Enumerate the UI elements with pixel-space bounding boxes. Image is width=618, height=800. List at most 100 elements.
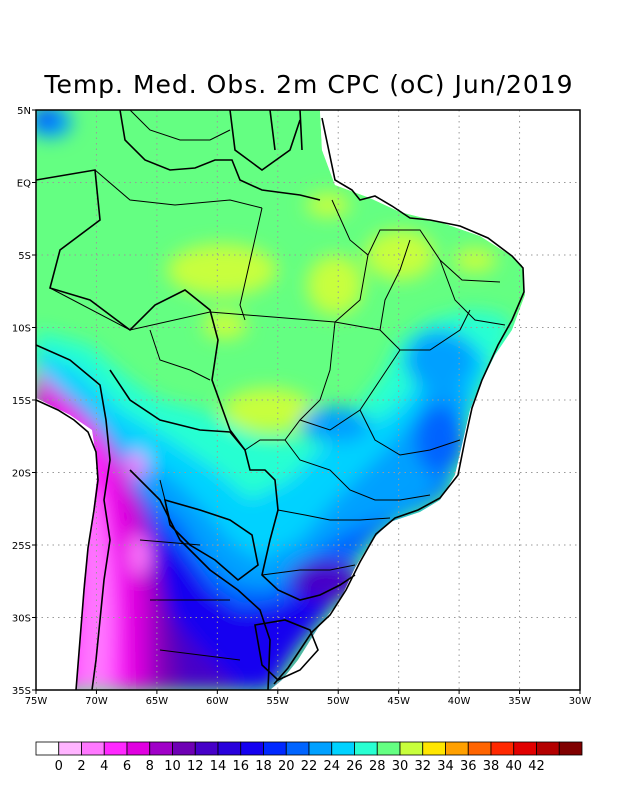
colorbar-swatch bbox=[422, 741, 446, 756]
colorbar-swatch bbox=[217, 741, 242, 756]
colorbar-label: 2 bbox=[77, 759, 85, 774]
colorbar-label: 0 bbox=[55, 759, 63, 774]
colorbar-label: 10 bbox=[164, 759, 181, 774]
colorbar-label: 32 bbox=[414, 759, 431, 774]
colorbar-label: 22 bbox=[301, 759, 318, 774]
colorbar-swatch bbox=[35, 741, 60, 756]
colorbar-swatch bbox=[467, 741, 492, 756]
colorbar-swatch bbox=[490, 741, 515, 756]
colorbar-swatch bbox=[308, 741, 333, 756]
colorbar-swatch bbox=[558, 741, 583, 756]
tick-label-lat: 15S bbox=[12, 396, 31, 407]
tick-label-lon: 50W bbox=[327, 696, 350, 707]
colorbar-swatch bbox=[399, 741, 424, 756]
colorbar-label: 30 bbox=[392, 759, 409, 774]
tick-label-lat: 25S bbox=[12, 541, 31, 552]
colorbar-label: 34 bbox=[437, 759, 454, 774]
state-border bbox=[49, 287, 381, 331]
andes-border bbox=[36, 344, 111, 690]
tick-label-lon: 55W bbox=[266, 696, 289, 707]
colorbar-swatch bbox=[126, 741, 151, 756]
paraguay-border bbox=[163, 498, 259, 582]
state-border bbox=[239, 207, 263, 321]
colorbar-swatch bbox=[172, 741, 196, 756]
colorbar-swatch bbox=[263, 741, 287, 756]
colorbar-label: 20 bbox=[278, 759, 295, 774]
tick-label-lon: 60W bbox=[206, 696, 229, 707]
colorbar-swatch bbox=[81, 741, 105, 756]
colorbar-swatch bbox=[513, 741, 537, 756]
colorbar-swatch bbox=[103, 741, 128, 756]
warm-zone bbox=[307, 255, 363, 315]
state-border bbox=[379, 309, 471, 351]
state-border bbox=[261, 564, 356, 576]
colorbar-swatch bbox=[445, 741, 469, 756]
state-border bbox=[359, 409, 461, 456]
colorbar-label: 12 bbox=[187, 759, 204, 774]
colorbar-label: 8 bbox=[146, 759, 154, 774]
colorbar-swatch bbox=[149, 741, 173, 756]
state-border bbox=[367, 229, 501, 283]
tick-label-lon: 70W bbox=[85, 696, 108, 707]
colorbar-label: 18 bbox=[255, 759, 272, 774]
state-border bbox=[284, 439, 431, 501]
colorbar-swatch bbox=[58, 741, 82, 756]
colorbar-swatch bbox=[331, 741, 355, 756]
tick-label-lon: 75W bbox=[25, 696, 48, 707]
argentina-border bbox=[129, 469, 271, 690]
nw-cool-spot bbox=[36, 110, 58, 127]
colorbar: 0 2 4 6 8 10 12 14 16 18 20 22 24 26 28 30 32 34 36 38 40 42 bbox=[35, 741, 583, 774]
state-border bbox=[379, 239, 411, 331]
state-border bbox=[139, 479, 241, 661]
warm-zone bbox=[223, 388, 313, 432]
bolivia-border bbox=[109, 369, 246, 451]
tick-label-lon: 40W bbox=[448, 696, 471, 707]
guianas-border bbox=[229, 110, 303, 171]
tick-label-lon: 65W bbox=[146, 696, 169, 707]
warm-zone bbox=[453, 248, 497, 272]
state-border bbox=[439, 259, 506, 326]
tick-label-lon: 30W bbox=[569, 696, 592, 707]
state-borders bbox=[49, 110, 506, 661]
state-border bbox=[94, 169, 263, 209]
tick-label-lon: 35W bbox=[508, 696, 531, 707]
tick-label-lat: 20S bbox=[12, 469, 31, 480]
warm-zone bbox=[167, 244, 277, 296]
colorbar-swatch bbox=[194, 741, 219, 756]
tick-label-lat: 10S bbox=[12, 324, 31, 335]
warm-zone bbox=[203, 311, 247, 339]
colorbar-label: 42 bbox=[528, 759, 545, 774]
coastline-atlantic bbox=[273, 117, 525, 685]
state-border bbox=[149, 329, 211, 381]
pacific-ocean bbox=[36, 398, 98, 690]
colorbar-swatch bbox=[376, 741, 401, 756]
colorbar-label: 4 bbox=[100, 759, 108, 774]
warm-zone bbox=[306, 193, 350, 217]
band-2-patch bbox=[125, 453, 145, 477]
colorbar-swatch bbox=[536, 741, 560, 756]
colorbar-label: 36 bbox=[460, 759, 477, 774]
colorbar-label: 38 bbox=[483, 759, 500, 774]
band-22-patch bbox=[405, 330, 475, 390]
colorbar-swatch bbox=[240, 741, 264, 756]
state-border bbox=[129, 110, 231, 141]
tick-label-lat: 5S bbox=[18, 251, 31, 262]
atlantic-ocean bbox=[270, 110, 580, 690]
colorbar-label: 16 bbox=[232, 759, 249, 774]
tick-label-lat: 5N bbox=[17, 106, 31, 117]
coastline-pacific bbox=[36, 399, 99, 690]
colorbar-label: 28 bbox=[369, 759, 386, 774]
colorbar-label: 24 bbox=[323, 759, 340, 774]
uruguay-border bbox=[254, 619, 319, 681]
tick-label-lat: 35S bbox=[12, 686, 31, 697]
country-borders bbox=[36, 110, 525, 690]
colorbar-label: 26 bbox=[346, 759, 363, 774]
band-22-patch bbox=[300, 407, 370, 443]
temperature-field bbox=[36, 110, 580, 690]
tick-label-lat: EQ bbox=[17, 179, 31, 190]
colorbar-label: 14 bbox=[210, 759, 227, 774]
brazil-west-border bbox=[119, 110, 321, 201]
colorbar-swatch bbox=[285, 741, 310, 756]
colorbar-label: 6 bbox=[123, 759, 131, 774]
